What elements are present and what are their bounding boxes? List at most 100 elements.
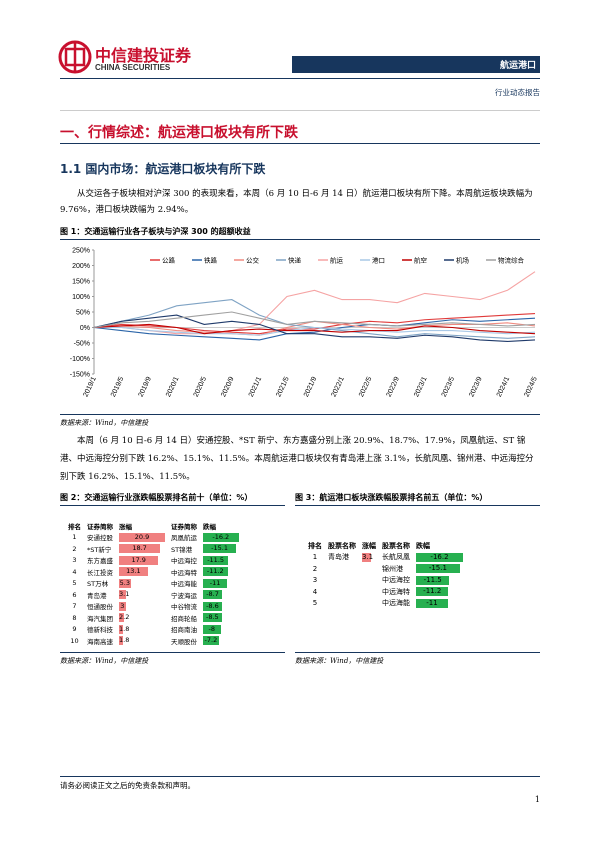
bar: 3.1: [362, 552, 374, 562]
cell: 1: [312, 553, 318, 562]
legend-label: 公路: [162, 256, 176, 265]
cell: -8: [200, 624, 242, 636]
cell: 6: [72, 590, 77, 599]
cell: 海南高速: [87, 637, 113, 646]
cell: 海汽集团: [87, 614, 113, 623]
cell: 恒通股份: [87, 603, 113, 612]
value-label: -15.1: [211, 544, 228, 553]
y-tick-label: -50%: [74, 341, 90, 348]
cell: [359, 575, 379, 587]
row: 4 中远海特 -11.2: [305, 586, 466, 598]
cell: [359, 563, 379, 575]
cell: 中远海控: [382, 576, 410, 585]
series-line: [94, 326, 536, 336]
legend-label: 快递: [288, 256, 302, 265]
bar: -7.2: [202, 636, 219, 646]
x-tick-label: 2021/9: [303, 376, 318, 398]
cell: 宁波海运: [170, 591, 197, 600]
header-row: 排名 证券简称 涨幅 证券简称 跌幅: [65, 520, 242, 532]
y-tick-label: 0%: [80, 325, 90, 332]
value-label: -11.5: [207, 555, 225, 564]
rule: [60, 78, 540, 79]
value-label: -7.2: [204, 636, 218, 645]
cell: -11.5: [200, 555, 242, 567]
bar: -8: [202, 624, 221, 634]
cell: 凤凰航运: [170, 534, 197, 543]
paragraph: 本周（6 月 10 日-6 月 14 日）安通控股、*ST 新宁、东方嘉盛分别上…: [60, 436, 534, 482]
row: 9 德新科技 1.8 招商南油 -8: [65, 624, 242, 636]
cell: -16.2: [413, 552, 466, 564]
cell: 10: [70, 636, 79, 645]
page-number: 1: [534, 795, 540, 804]
cell: 招商轮船: [170, 614, 197, 623]
bar: 20.9: [119, 532, 165, 542]
bar: -11.2: [416, 587, 449, 597]
cell: 1.8: [116, 624, 168, 636]
value-label: 3: [120, 601, 125, 610]
cell: -8.5: [200, 612, 242, 624]
bar: 13.1: [119, 567, 148, 577]
header-cell: 证券简称: [170, 522, 197, 531]
cell: 1.8: [116, 635, 168, 647]
cell: 17.9: [116, 555, 168, 567]
value-label: -11: [426, 598, 438, 607]
cell: 2: [312, 564, 318, 573]
cell: 3: [312, 576, 318, 585]
row: 4 长江投资 13.1 中远海特 -11.2: [65, 566, 242, 578]
header-cell: 排名: [68, 522, 81, 531]
cell: ST锦港: [170, 545, 193, 554]
cell: 1: [72, 533, 77, 542]
legend-label: 港口: [372, 256, 385, 265]
cell: *ST新宁: [87, 545, 112, 554]
cell: 青岛港: [328, 553, 349, 562]
sector: 航运港口: [499, 61, 536, 71]
cell: 20.9: [116, 532, 168, 544]
series-line: [94, 271, 536, 335]
series-line: [93, 314, 536, 343]
figure-caption: 图 1：交通运输行业各子板块与沪深 300 的超额收益: [60, 226, 540, 240]
value-label: 20.9: [134, 532, 150, 541]
bar: -16.2: [202, 532, 239, 542]
bar: -8.6: [202, 601, 222, 611]
bar: 17.9: [119, 555, 159, 565]
x-tick-label: 2022/1: [330, 376, 345, 398]
table: 排名 证券简称 涨幅 证券简称 跌幅 1 安通控股 20.9 凤凰航运 -16.2 2 *ST新宁 18…: [65, 520, 242, 647]
cell: 中远海控: [170, 557, 197, 566]
bar: 1.8: [119, 636, 129, 646]
bar: -15.1: [416, 564, 460, 574]
row: 7 恒通股份 3 中谷物流 -8.6: [65, 601, 242, 613]
cell: 3: [72, 556, 77, 565]
bar: 2.2: [119, 613, 130, 623]
source: 数据来源：Wind，中信建投: [60, 652, 285, 666]
header-cell: 股票名称: [328, 541, 356, 550]
header-cell: 涨幅: [119, 522, 132, 531]
x-tick-label: 2023/1: [413, 376, 428, 398]
x-tick-label: 2023/5: [441, 376, 456, 398]
cell: 13.1: [116, 566, 168, 578]
y-tick-label: -150%: [70, 372, 90, 379]
value-label: 2.2: [119, 613, 130, 622]
cell: 7: [72, 602, 77, 611]
value-label: 3.1: [362, 552, 374, 561]
header-cell: 跌幅: [202, 522, 216, 531]
value-label: -8.6: [206, 601, 219, 610]
header-cell: 排名: [308, 541, 322, 550]
cell: 4: [72, 567, 77, 576]
figure-caption: 图 2：交通运输行业涨跌幅股票排名前十（单位：%）: [60, 492, 285, 506]
cell: 3.1: [359, 552, 379, 564]
paragraph: 从交运各子板块相对沪深 300 的表现来看，本周（6 月 10 日-6 月 14…: [60, 189, 533, 215]
bar: -11.5: [202, 555, 229, 565]
bar: -11.2: [202, 567, 228, 577]
cell: -11: [413, 598, 466, 610]
row: 1 安通控股 20.9 凤凰航运 -16.2: [65, 532, 242, 544]
cell: [325, 563, 359, 575]
chart: -150% -100% -50% 0% 50% 100% 150% 200% 250% 2019/…: [70, 248, 539, 399]
row: 2 *ST新宁 18.7 ST锦港 -15.1: [65, 543, 242, 555]
header-cell: 股票名称: [382, 541, 410, 550]
report-type: 行业动态报告: [495, 88, 540, 97]
disclaimer: 请务必阅读正文之后的免责条款和声明。: [60, 776, 540, 791]
row: 8 海汽集团 2.2 招商轮船 -8.5: [65, 612, 242, 624]
legend-label: 机场: [456, 256, 470, 265]
cell: ST万林: [87, 580, 109, 589]
